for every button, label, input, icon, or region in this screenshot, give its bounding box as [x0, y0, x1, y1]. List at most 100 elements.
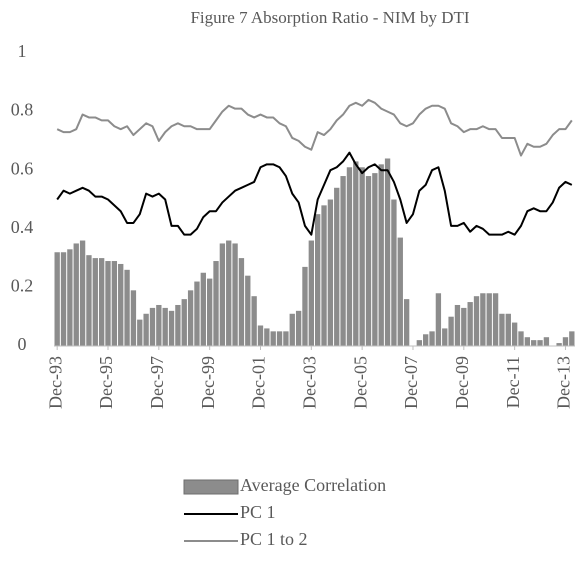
bar	[162, 307, 168, 346]
bar	[232, 243, 238, 346]
bar	[442, 328, 448, 346]
bar	[187, 290, 194, 346]
bar	[67, 249, 73, 346]
bar	[384, 158, 391, 346]
bar	[137, 319, 143, 346]
bar	[245, 275, 251, 346]
bar	[467, 302, 473, 346]
y-tick-label: 0.6	[11, 158, 34, 178]
bar	[111, 261, 118, 346]
bar	[105, 261, 111, 346]
y-tick-label: 1	[18, 41, 27, 61]
y-tick-label: 0.4	[11, 217, 34, 237]
x-tick-label: Dec-01	[249, 356, 269, 409]
bar	[461, 307, 467, 346]
bar	[511, 322, 518, 346]
legend-label: PC 1	[240, 502, 276, 522]
bar	[480, 293, 486, 346]
bar	[168, 310, 175, 346]
bar	[562, 337, 569, 346]
bar	[486, 293, 492, 346]
bar	[118, 263, 124, 346]
line	[56, 151, 573, 236]
bar	[416, 340, 423, 346]
bar	[372, 173, 378, 346]
bar	[295, 310, 302, 346]
bar	[473, 296, 480, 346]
x-tick-label: Dec-03	[299, 356, 319, 409]
bar	[378, 164, 384, 346]
x-tick-label: Dec-05	[350, 356, 370, 409]
bar	[359, 167, 365, 346]
x-tick-label: Dec-93	[45, 356, 65, 409]
bar	[194, 281, 200, 346]
legend-label: Average Correlation	[240, 475, 386, 495]
bar	[98, 258, 105, 346]
bar	[397, 237, 403, 346]
line	[56, 98, 573, 157]
bar	[321, 205, 327, 346]
legend-swatch	[183, 479, 239, 495]
bar	[403, 299, 410, 346]
bar	[435, 293, 442, 346]
bar	[73, 243, 79, 346]
bar	[156, 304, 162, 346]
bar	[149, 307, 156, 346]
bar	[60, 252, 67, 346]
bar	[537, 340, 543, 346]
bar	[302, 266, 308, 346]
x-tick-label: Dec-95	[96, 356, 116, 409]
bar	[423, 334, 429, 346]
bar	[308, 240, 314, 346]
bar	[251, 296, 257, 346]
bar	[79, 240, 86, 346]
bar	[340, 176, 346, 346]
bar	[315, 214, 321, 346]
y-tick-label: 0	[18, 334, 27, 354]
bar	[569, 331, 575, 346]
bar	[181, 299, 187, 346]
x-tick-label: Dec-09	[452, 356, 472, 409]
bar	[492, 293, 499, 346]
bar	[283, 331, 289, 346]
x-tick-label: Dec-99	[198, 356, 218, 409]
bar	[448, 316, 454, 346]
bar	[556, 343, 562, 346]
bar	[289, 313, 295, 346]
bar	[543, 337, 550, 346]
x-tick-label: Dec-97	[147, 356, 167, 409]
bar	[124, 269, 130, 346]
bar	[86, 255, 92, 346]
bar	[206, 278, 213, 346]
bar	[334, 187, 340, 346]
bar	[213, 261, 219, 346]
bar	[219, 243, 226, 346]
x-tick-label: Dec-13	[554, 356, 574, 409]
bar	[365, 176, 372, 346]
bar	[276, 331, 283, 346]
bar	[353, 161, 359, 346]
y-tick-label: 0.2	[11, 276, 34, 296]
bar	[531, 340, 537, 346]
legend-label: PC 1 to 2	[240, 529, 308, 549]
bar	[505, 313, 511, 346]
bar	[327, 199, 334, 346]
bar	[346, 167, 353, 346]
bar	[499, 313, 505, 346]
bar	[524, 337, 531, 346]
chart-title: Figure 7 Absorption Ratio - NIM by DTI	[190, 8, 469, 27]
bar	[130, 290, 137, 346]
bar	[54, 252, 60, 346]
bar	[429, 331, 435, 346]
bar	[264, 328, 270, 346]
bar	[270, 331, 276, 346]
bar	[238, 258, 245, 346]
bar	[257, 325, 264, 346]
x-tick-label: Dec-11	[503, 356, 523, 408]
bar	[175, 304, 181, 346]
bar	[226, 240, 232, 346]
bar	[391, 199, 397, 346]
bar	[200, 272, 206, 346]
x-tick-label: Dec-07	[401, 356, 421, 409]
